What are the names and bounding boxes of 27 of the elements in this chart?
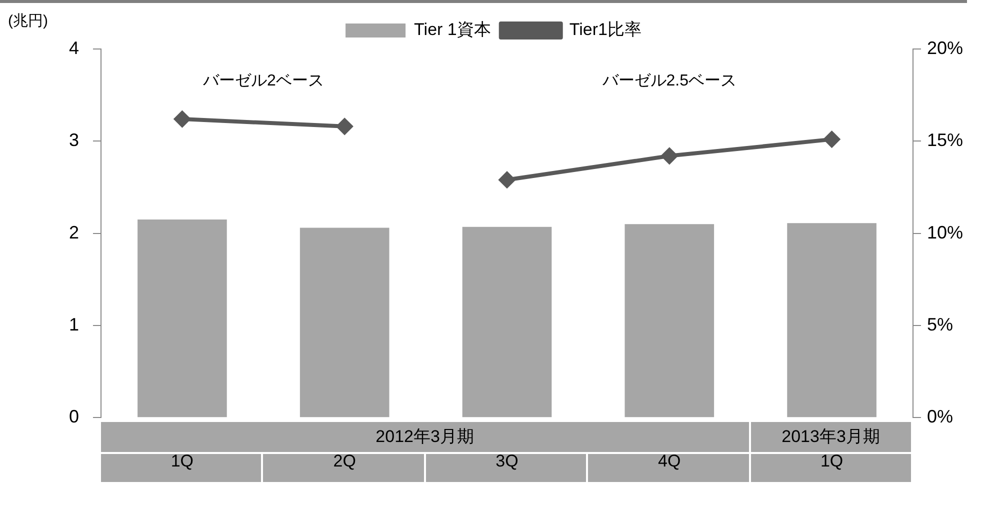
- y-axis-title: (兆円): [8, 12, 48, 30]
- point: [824, 131, 840, 148]
- x-tick-label: 2Q: [333, 451, 356, 470]
- y-tick-label: 2: [68, 222, 79, 242]
- annotation: バーゼル2.5ベース: [601, 72, 737, 90]
- y2-tick-label: 0%: [927, 406, 954, 427]
- point: [336, 118, 353, 134]
- y-tick-label: 1: [68, 314, 79, 334]
- point: [174, 111, 190, 128]
- y-tick-label: 3: [68, 130, 79, 150]
- y2-tick-label: 5%: [927, 314, 954, 334]
- header-cell: 2012年3月期: [101, 422, 751, 452]
- x-tick-label: 1Q: [170, 451, 194, 470]
- legend-label: Tier1比率: [569, 20, 642, 40]
- point: [661, 148, 678, 164]
- x-tick-label: 1Q: [820, 451, 844, 470]
- y-tick-label: 4: [68, 38, 79, 58]
- y2-tick-label: 15%: [927, 130, 964, 150]
- point: [499, 172, 515, 188]
- y2-tick-label: 10%: [927, 222, 964, 242]
- header-cell: 2013年3月期: [750, 422, 913, 452]
- x-tick-label: 4Q: [658, 451, 681, 470]
- annotation: バーゼル2ベース: [202, 72, 324, 90]
- y2-tick-label: 20%: [927, 38, 964, 58]
- y-tick-label: 0: [68, 406, 79, 427]
- x-tick-label: 3Q: [496, 451, 518, 470]
- legend-label: Tier 1資本: [414, 20, 491, 40]
